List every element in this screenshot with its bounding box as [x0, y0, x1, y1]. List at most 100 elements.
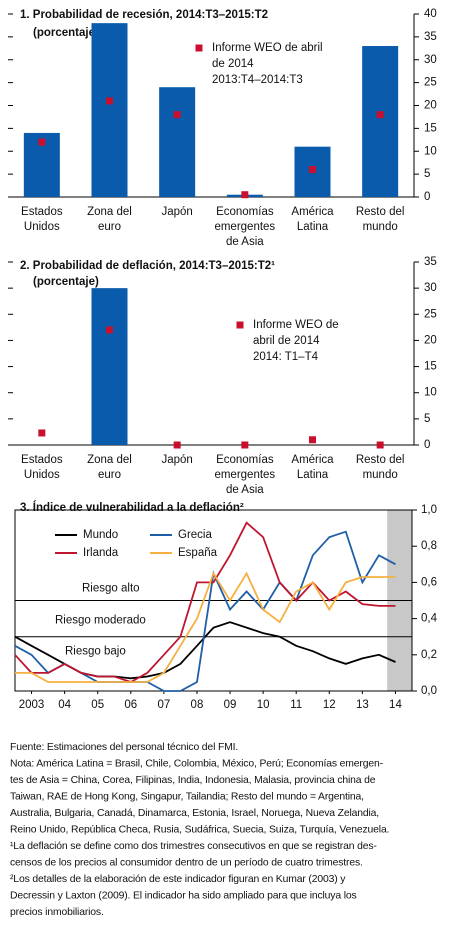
y-tick-label: 20 [424, 100, 437, 112]
x-tick-label: Estados [21, 206, 63, 218]
x-tick-label: 04 [58, 699, 71, 711]
legend-label: Informe WEO de abril [212, 42, 323, 54]
reference-marker [38, 138, 46, 146]
reference-marker [106, 97, 113, 105]
legend-label: 2014: T1–T4 [253, 351, 319, 363]
x-tick-label: Latina [297, 469, 329, 481]
reference-marker [241, 441, 249, 449]
x-tick-label: América [291, 454, 334, 466]
y-tick-label: 1,0 [421, 504, 437, 516]
bar [159, 87, 196, 197]
x-tick-label: 2003 [19, 699, 45, 711]
x-tick-label: Japón [161, 454, 192, 466]
x-tick-label: emergentes [214, 221, 275, 233]
note-line: tes de Asia = China, Corea, Filipinas, I… [10, 775, 376, 786]
note-line: ¹La deflación se define como dos trimest… [10, 841, 377, 852]
x-tick-label: 09 [224, 699, 237, 711]
y-tick-label: 0,8 [421, 540, 437, 552]
y-tick-label: 35 [424, 31, 437, 43]
reference-marker [376, 441, 384, 449]
series-line [14, 521, 396, 683]
series-line [15, 571, 396, 683]
reference-marker [309, 166, 316, 174]
x-tick-label: 11 [290, 699, 302, 711]
x-tick-label: Resto del [356, 206, 405, 218]
y-tick-label: 5 [424, 413, 430, 425]
note-line: Reino Unido, República Checa, Rusia, Sud… [10, 824, 389, 835]
y-tick-label: 15 [424, 122, 437, 134]
x-tick-label: 08 [191, 699, 204, 711]
x-tick-label: 10 [257, 699, 270, 711]
panel-title: 1. Probabilidad de recesión, 2014:T3–201… [20, 9, 268, 21]
y-tick-label: 0,2 [421, 649, 437, 661]
legend-label: de 2014 [212, 58, 254, 70]
legend-label: Irlanda [83, 547, 119, 559]
legend-label: Mundo [83, 529, 118, 541]
y-tick-label: 0 [424, 439, 430, 451]
x-tick-label: 13 [356, 699, 369, 711]
x-tick-label: Unidos [24, 469, 60, 481]
x-tick-label: 05 [91, 699, 104, 711]
x-tick-label: mundo [363, 221, 398, 233]
panel-subtitle: (porcentaje) [33, 27, 99, 39]
note-line: ²Los detalles de la elaboración de este … [10, 874, 346, 885]
x-tick-label: 07 [157, 699, 170, 711]
panel-title: 3. Índice de vulnerabilidad a la deflaci… [20, 501, 244, 514]
reference-marker [173, 111, 181, 119]
y-tick-label: 25 [424, 308, 437, 320]
x-tick-label: Estados [21, 454, 63, 466]
bar [91, 23, 128, 198]
panel-title: 2. Probabilidad de deflación, 2014:T3–20… [20, 260, 275, 272]
x-tick-label: euro [98, 469, 121, 481]
note-line: censos de los precios al consumidor dent… [10, 857, 363, 868]
threshold-label: Riesgo moderado [55, 615, 146, 627]
y-tick-label: 0,0 [421, 685, 437, 697]
note-line: Fuente: Estimaciones del personal técnic… [10, 742, 238, 753]
threshold-label: Riesgo alto [82, 583, 140, 595]
x-tick-label: Latina [297, 221, 329, 233]
note-line: precios inmobiliarios. [10, 907, 104, 918]
y-tick-label: 5 [424, 168, 430, 180]
reference-marker [309, 436, 316, 444]
note-line: Decressin y Laxton (2009). El indicador … [10, 890, 357, 901]
x-tick-label: de Asia [226, 484, 264, 496]
x-tick-label: Japón [161, 206, 192, 218]
bar [362, 46, 399, 198]
y-tick-label: 40 [424, 8, 437, 20]
legend-label: España [178, 547, 218, 559]
y-tick-label: 30 [424, 54, 437, 66]
x-tick-label: Zona del [87, 206, 132, 218]
x-tick-label: 12 [323, 699, 336, 711]
legend-label: Informe WEO de [253, 319, 339, 331]
y-tick-label: 30 [424, 282, 437, 294]
x-tick-label: Economías [216, 454, 274, 466]
y-tick-label: 10 [424, 387, 437, 399]
x-tick-label: Zona del [87, 454, 132, 466]
panel-subtitle: (porcentaje) [33, 276, 99, 288]
y-tick-label: 10 [424, 145, 437, 157]
note-line: Taiwan, RAE de Hong Kong, Singapur, Tail… [10, 791, 364, 802]
x-tick-label: emergentes [214, 469, 275, 481]
x-tick-label: mundo [363, 469, 398, 481]
bar [91, 288, 128, 445]
legend-label: Grecia [178, 529, 212, 541]
y-tick-label: 15 [424, 361, 437, 373]
note-line: Nota: América Latina = Brasil, Chile, Co… [10, 758, 383, 769]
legend-marker [236, 321, 244, 329]
reference-marker [376, 111, 384, 119]
x-tick-label: Resto del [356, 454, 405, 466]
reference-marker [106, 326, 113, 334]
y-tick-label: 0,6 [421, 576, 437, 588]
x-tick-label: 14 [389, 699, 402, 711]
reference-marker [38, 429, 46, 437]
x-tick-label: América [291, 206, 334, 218]
y-tick-label: 0 [424, 191, 430, 203]
reference-marker [173, 441, 181, 449]
legend-marker [195, 44, 203, 52]
x-tick-label: Economías [216, 206, 274, 218]
note-line: Australia, Bulgaria, Canadá, Dinamarca, … [10, 808, 379, 819]
legend-label: 2013:T4–2014:T3 [212, 74, 303, 86]
x-tick-label: euro [98, 221, 121, 233]
y-tick-label: 25 [424, 77, 437, 89]
threshold-label: Riesgo bajo [65, 646, 126, 658]
